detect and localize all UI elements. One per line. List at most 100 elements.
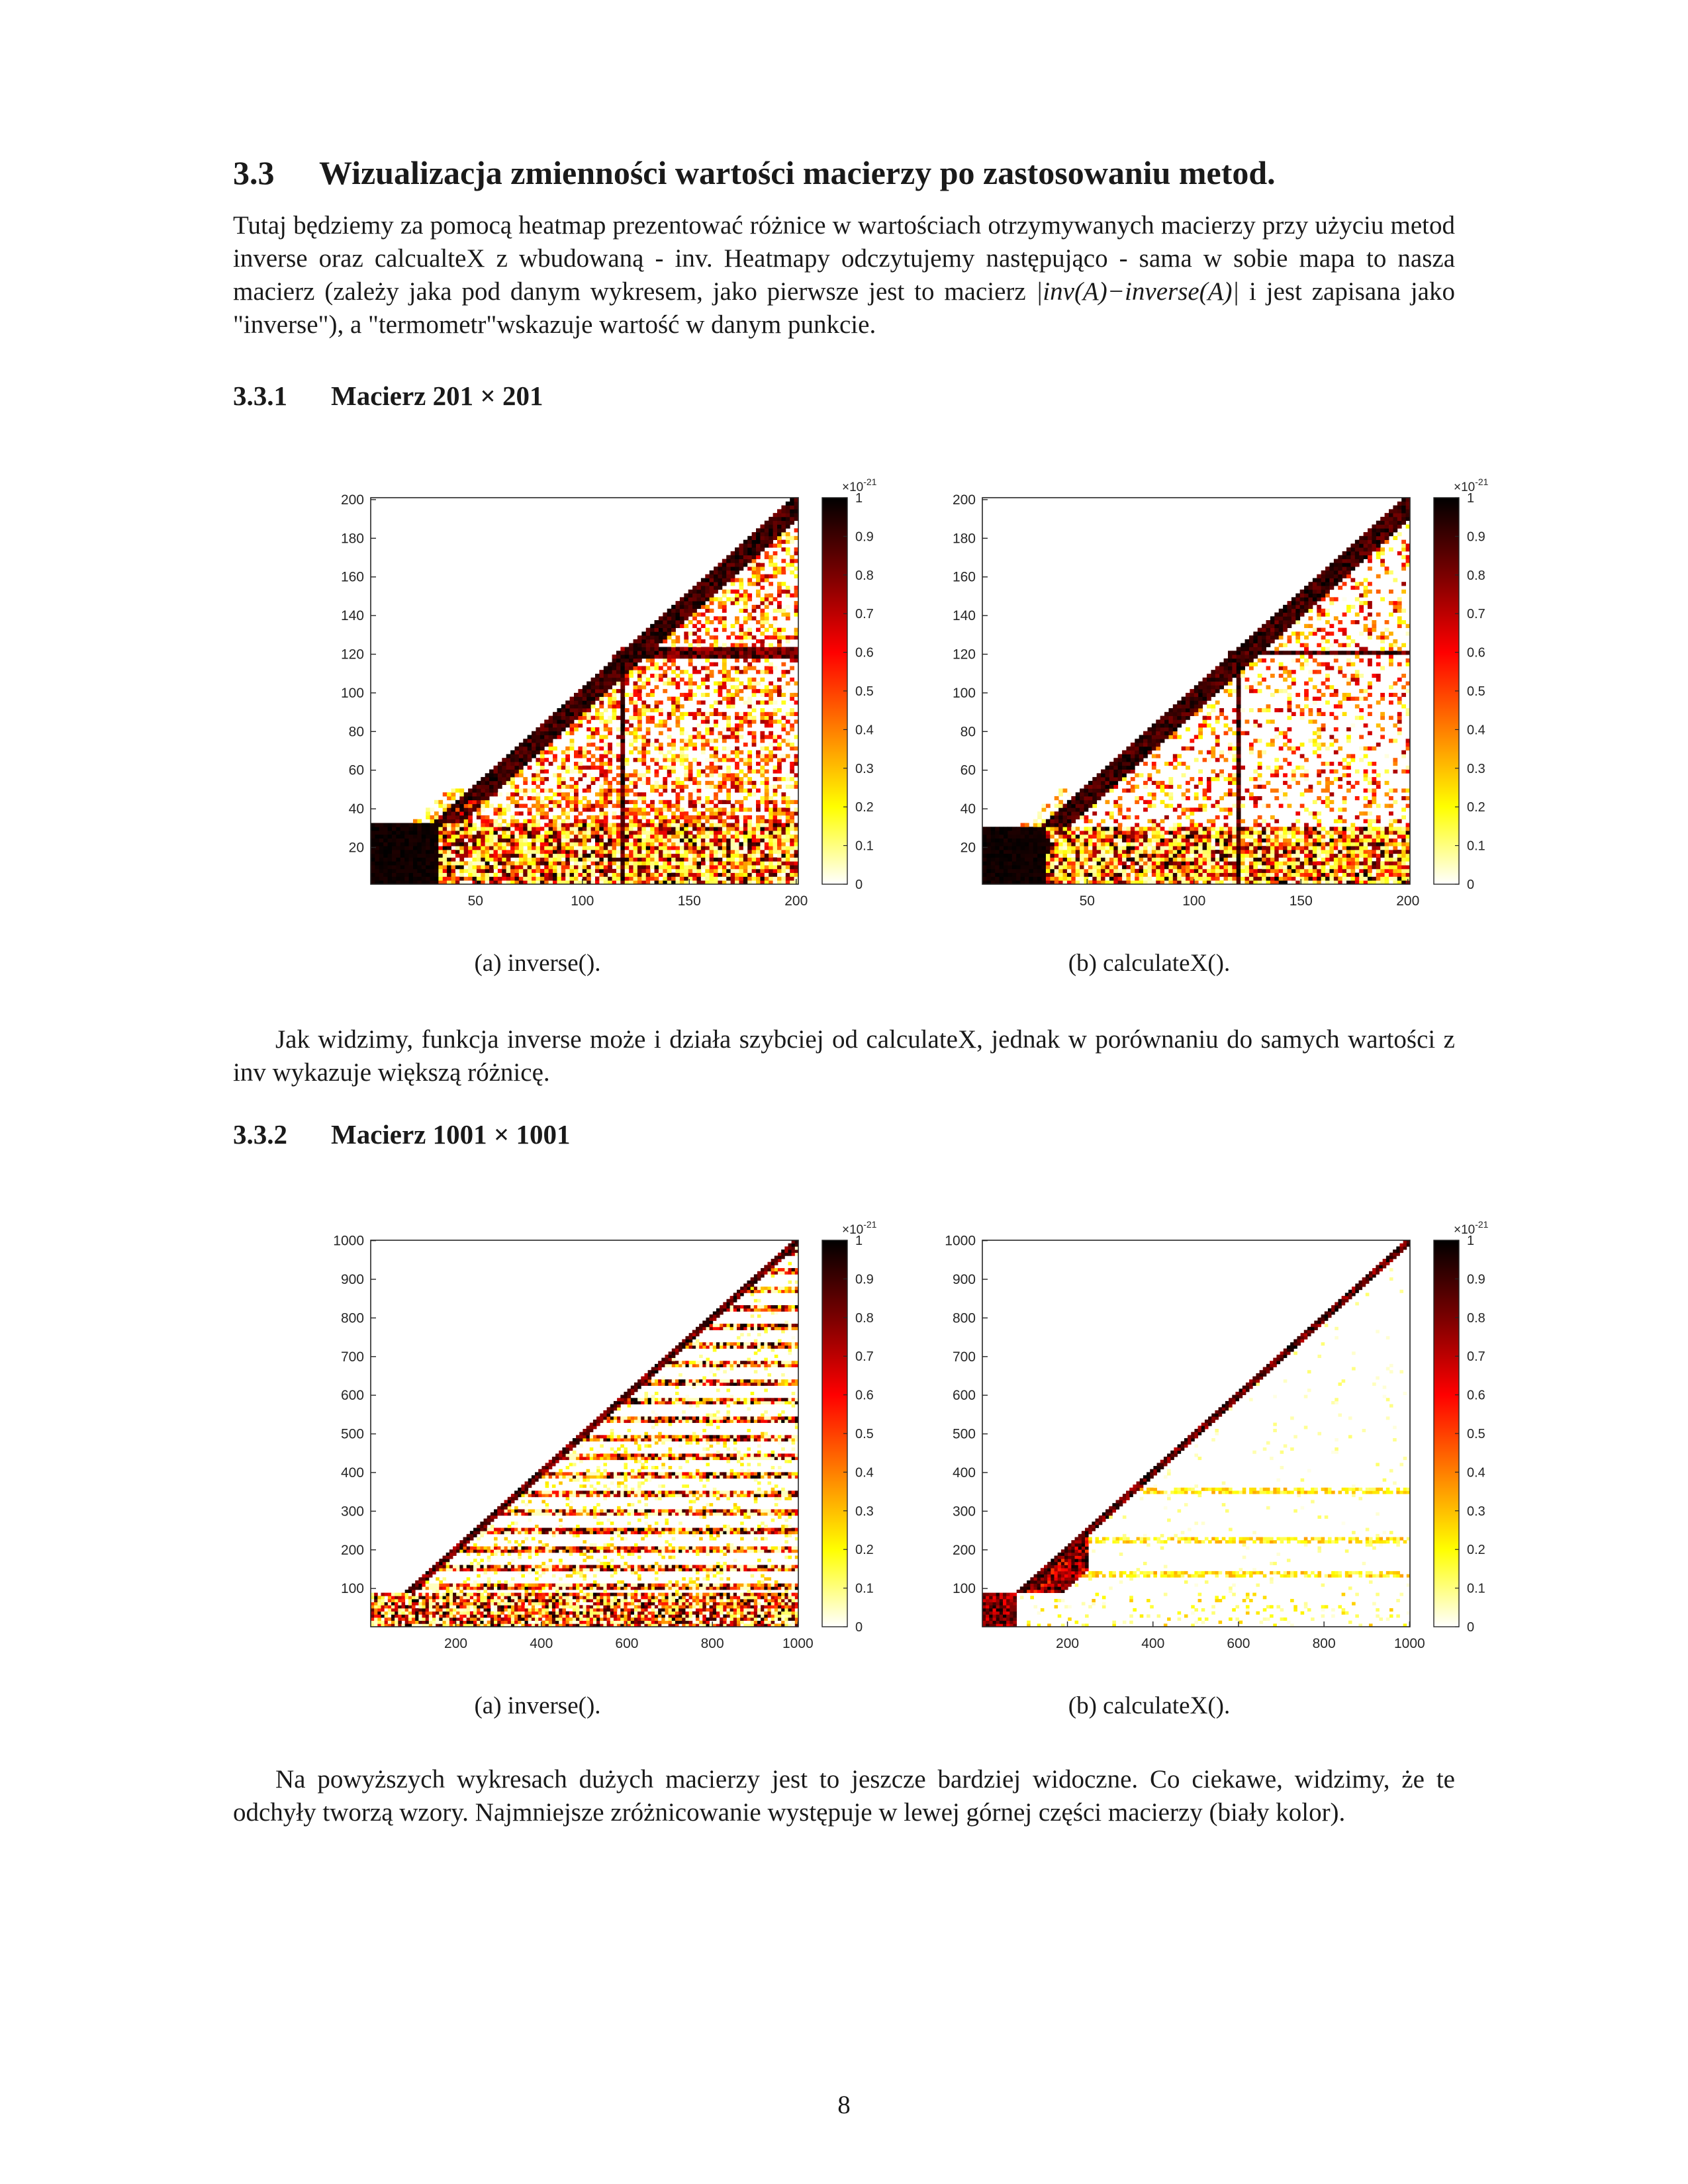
heatmap-cell <box>400 857 405 862</box>
heatmap-cell <box>485 777 490 782</box>
heatmap-cell <box>629 827 633 831</box>
heatmap-cell <box>675 719 680 724</box>
heatmap-cell <box>1109 876 1114 881</box>
heatmap-cell <box>654 834 659 839</box>
heatmap-cell <box>751 719 757 724</box>
heatmap-cell <box>794 784 799 789</box>
heatmap-cell <box>620 670 626 674</box>
heatmap-cell <box>1177 865 1182 870</box>
heatmap-cell <box>387 880 393 885</box>
heatmap-cell <box>565 784 571 789</box>
heatmap-cell <box>624 647 630 651</box>
heatmap-cell <box>620 743 626 747</box>
heatmap-cell <box>671 849 676 854</box>
heatmap-cell <box>641 681 647 686</box>
heatmap-cell <box>578 769 583 774</box>
heatmap-cell <box>777 831 782 835</box>
heatmap-cell <box>629 662 633 666</box>
heatmap-cell <box>735 876 739 881</box>
heatmap-cell <box>747 769 753 774</box>
heatmap-cell <box>785 547 790 552</box>
heatmap-cell <box>438 872 444 877</box>
heatmap-cell <box>489 819 494 823</box>
heatmap-cell <box>633 853 638 858</box>
heatmap-cell <box>1109 868 1114 874</box>
heatmap-cell <box>663 880 668 885</box>
heatmap-cell <box>476 865 481 870</box>
heatmap-cell <box>722 578 727 582</box>
heatmap-cell <box>493 792 498 797</box>
heatmap-cell <box>624 838 630 842</box>
heatmap-cell <box>489 876 494 881</box>
heatmap-cell <box>790 635 795 640</box>
heatmap-cell <box>629 846 633 850</box>
heatmap-cell <box>1092 872 1098 877</box>
heatmap-cell <box>747 563 753 567</box>
heatmap-cell <box>663 788 668 793</box>
heatmap-cell <box>705 758 710 762</box>
heatmap-cell <box>663 635 668 640</box>
heatmap-cell <box>641 842 647 846</box>
heatmap-cell <box>1105 777 1110 782</box>
heatmap-cell <box>726 796 731 801</box>
heatmap-cell <box>629 651 633 655</box>
heatmap-cell <box>1113 777 1119 782</box>
heatmap-cell <box>726 692 731 698</box>
heatmap-cell <box>794 799 799 804</box>
heatmap-cell <box>430 807 435 812</box>
heatmap-cell <box>1062 838 1068 842</box>
heatmap-cell <box>692 807 697 812</box>
heatmap-cell <box>718 853 723 858</box>
heatmap-cell <box>714 842 718 846</box>
heatmap-cell <box>532 823 536 827</box>
heatmap-cell <box>421 831 426 835</box>
heatmap-cell <box>459 838 465 842</box>
heatmap-cell <box>794 773 799 778</box>
heatmap-cell <box>574 880 579 885</box>
heatmap-cell <box>1130 849 1135 854</box>
heatmap-cell <box>459 819 465 823</box>
heatmap-cell <box>747 655 753 659</box>
heatmap-cell <box>506 857 511 862</box>
heatmap-cell <box>645 777 651 782</box>
heatmap-cell <box>518 758 524 762</box>
heatmap-cell <box>667 623 672 628</box>
heatmap-cell <box>675 673 680 678</box>
heatmap-cell <box>518 846 524 850</box>
heatmap-cell <box>751 532 757 537</box>
heatmap-cell <box>1008 865 1013 870</box>
heatmap-cell <box>599 803 604 808</box>
heatmap-cell <box>764 524 769 529</box>
heatmap-cell <box>730 823 735 827</box>
heatmap-cell <box>794 846 799 850</box>
heatmap-cell <box>502 761 507 766</box>
heatmap-cell <box>1054 872 1059 877</box>
heatmap-cell <box>650 799 655 804</box>
heatmap-cell <box>645 865 651 870</box>
heatmap-cell <box>684 777 689 782</box>
heatmap-cell <box>536 876 541 881</box>
heatmap-cell <box>679 838 684 842</box>
heatmap-cell <box>629 834 633 839</box>
heatmap-cell <box>582 803 587 808</box>
heatmap-cell <box>1088 872 1093 877</box>
heatmap-cell <box>735 861 739 866</box>
heatmap-cell <box>616 677 621 682</box>
heatmap-cell <box>391 861 397 866</box>
heatmap-cell <box>696 865 702 870</box>
heatmap-cell <box>582 696 587 701</box>
heatmap-cell <box>684 876 689 881</box>
heatmap-cell <box>608 719 612 724</box>
heatmap-cell <box>726 853 731 858</box>
heatmap-cell <box>769 872 774 877</box>
heatmap-cell <box>612 673 617 678</box>
heatmap-cell <box>735 773 739 778</box>
heatmap-cell <box>696 761 702 766</box>
heatmap-cell <box>1126 849 1131 854</box>
heatmap-cell <box>548 819 553 823</box>
heatmap-cell <box>629 743 633 747</box>
heatmap-cell <box>777 677 782 682</box>
heatmap-cell <box>1092 796 1098 801</box>
heatmap-cell <box>620 815 626 820</box>
heatmap-cell <box>426 853 430 858</box>
